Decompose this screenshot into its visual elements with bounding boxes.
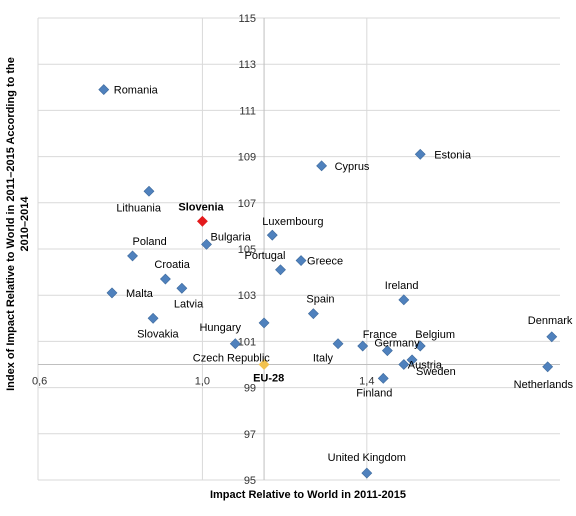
point-austria bbox=[398, 359, 410, 370]
y-axis-title-line-2: 2010–2014 bbox=[19, 196, 31, 252]
point-label-portugal: Portugal bbox=[245, 250, 286, 262]
point-eu-28 bbox=[258, 359, 270, 370]
y-tick-label: 113 bbox=[239, 59, 257, 71]
point-netherlands bbox=[542, 361, 554, 373]
point-label-croatia: Croatia bbox=[154, 259, 190, 271]
point-bulgaria bbox=[201, 238, 212, 250]
point-malta bbox=[106, 287, 118, 299]
point-label-luxembourg: Luxembourg bbox=[262, 216, 323, 228]
point-label-bulgaria: Bulgaria bbox=[211, 231, 252, 243]
point-ireland bbox=[398, 294, 410, 306]
y-axis-title-line-1: Index of Impact Relative to World in 201… bbox=[5, 57, 17, 391]
point-italy bbox=[332, 338, 344, 350]
point-label-austria: Austria bbox=[408, 360, 443, 372]
y-tick-label: 97 bbox=[244, 429, 256, 441]
point-layer bbox=[98, 84, 558, 479]
label-layer: Romania Lithuania Slovenia Bulgaria Poland Cr… bbox=[114, 85, 574, 464]
point-label-italy: Italy bbox=[313, 353, 334, 365]
point-label-slovakia: Slovakia bbox=[137, 328, 179, 340]
point-slovakia bbox=[147, 312, 159, 324]
point-label-eu-28: EU-28 bbox=[253, 373, 284, 385]
point-romania bbox=[98, 84, 110, 96]
x-tick-label: 1,0 bbox=[195, 376, 210, 388]
point-france bbox=[357, 340, 369, 352]
point-greece bbox=[295, 255, 307, 266]
point-label-belgium: Belgium bbox=[415, 329, 455, 341]
point-slovenia bbox=[196, 215, 208, 227]
point-label-greece: Greece bbox=[307, 256, 343, 268]
point-estonia bbox=[414, 148, 426, 160]
axis-layer: 95 97 99 101 103 105 107 109 111 113 115 0,6 1,0 1,4 bbox=[32, 13, 560, 487]
point-label-romania: Romania bbox=[114, 85, 159, 97]
point-label-finland: Finland bbox=[356, 387, 392, 399]
point-luxembourg bbox=[266, 229, 278, 241]
point-croatia bbox=[159, 273, 171, 285]
point-united-kingdom bbox=[361, 467, 373, 479]
point-spain bbox=[307, 308, 319, 320]
y-tick-label: 109 bbox=[238, 152, 256, 164]
y-tick-label: 103 bbox=[238, 290, 256, 302]
point-portugal bbox=[275, 264, 286, 276]
point-label-france: France bbox=[363, 329, 397, 341]
x-axis-title: Impact Relative to World in 2011-2015 bbox=[210, 489, 406, 501]
point-label-lithuania: Lithuania bbox=[116, 202, 162, 214]
point-label-germany: Germany bbox=[374, 338, 420, 350]
point-sweden bbox=[406, 354, 418, 366]
point-lithuania bbox=[143, 185, 155, 197]
point-label-estonia: Estonia bbox=[434, 149, 472, 161]
point-czech-republic bbox=[229, 338, 241, 350]
point-label-poland: Poland bbox=[133, 236, 167, 248]
grid-layer bbox=[37, 17, 560, 481]
point-label-slovenia: Slovenia bbox=[178, 201, 224, 213]
y-tick-label: 111 bbox=[239, 105, 256, 117]
x-tick-label: 0,6 bbox=[32, 376, 47, 388]
y-tick-label: 107 bbox=[238, 198, 256, 210]
y-tick-label: 95 bbox=[244, 475, 256, 487]
point-germany bbox=[381, 345, 393, 357]
point-label-cyprus: Cyprus bbox=[335, 161, 370, 173]
point-label-czech-republic: Czech Republic bbox=[193, 353, 271, 365]
point-hungary bbox=[258, 317, 270, 329]
y-tick-label: 99 bbox=[244, 383, 256, 395]
y-tick-label: 115 bbox=[239, 13, 257, 25]
point-poland bbox=[127, 250, 138, 262]
y-tick-label: 105 bbox=[238, 244, 256, 256]
point-label-denmark: Denmark bbox=[528, 315, 573, 327]
point-label-hungary: Hungary bbox=[199, 322, 241, 334]
point-label-spain: Spain bbox=[306, 294, 334, 306]
point-latvia bbox=[176, 282, 188, 294]
x-tick-label: 1,4 bbox=[359, 376, 374, 388]
point-cyprus bbox=[316, 160, 328, 172]
point-label-ireland: Ireland bbox=[385, 280, 419, 292]
point-label-united-kingdom: United Kingdom bbox=[328, 452, 406, 464]
point-finland bbox=[377, 372, 389, 384]
point-label-malta: Malta bbox=[126, 288, 154, 300]
point-label-latvia: Latvia bbox=[174, 298, 204, 310]
point-denmark bbox=[546, 331, 558, 343]
point-belgium bbox=[414, 340, 426, 352]
y-tick-label: 101 bbox=[238, 336, 256, 348]
point-label-netherlands: Netherlands bbox=[514, 379, 574, 391]
point-label-sweden: Sweden bbox=[416, 366, 456, 378]
